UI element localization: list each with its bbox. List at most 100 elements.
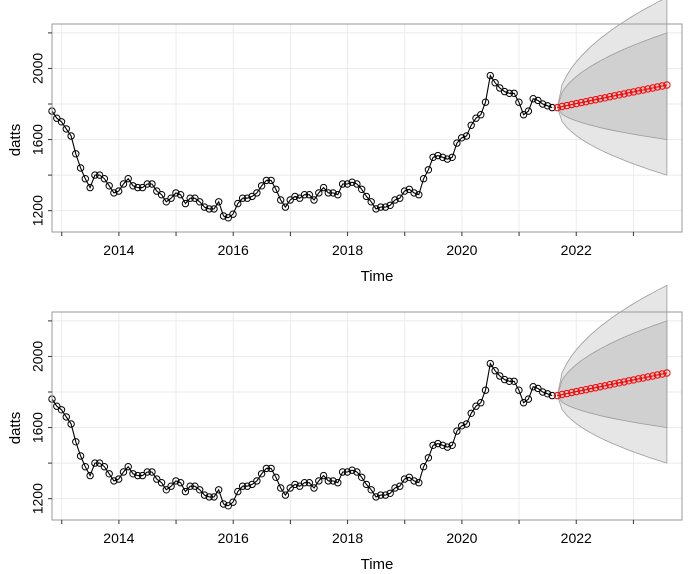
- observed-point: [381, 203, 390, 211]
- observed-point: [439, 441, 447, 449]
- observed-point: [219, 212, 228, 220]
- observed-point: [72, 150, 80, 158]
- observed-point: [510, 377, 518, 385]
- observed-point: [338, 180, 347, 188]
- observed-point: [215, 486, 223, 494]
- forecast-point: [591, 96, 600, 104]
- forecast-point: [587, 384, 595, 393]
- observed-point: [262, 464, 271, 473]
- observed-point: [515, 386, 523, 394]
- forecast-point: [658, 370, 666, 378]
- observed-point: [129, 470, 137, 478]
- forecast-point: [625, 89, 633, 97]
- observed-point: [472, 402, 480, 410]
- observed-point: [119, 468, 128, 476]
- observed-point: [115, 187, 123, 195]
- observed-point: [81, 175, 90, 183]
- observed-point: [424, 166, 433, 174]
- observed-point: [138, 183, 147, 192]
- observed-point: [224, 214, 233, 222]
- y-axis-title: datts: [7, 412, 24, 445]
- observed-point: [124, 463, 132, 471]
- y-tick-label: 1200: [30, 195, 46, 226]
- observed-point: [257, 470, 266, 478]
- forecast-point: [610, 380, 619, 388]
- observed-point: [358, 473, 366, 481]
- observed-point: [324, 477, 332, 485]
- observed-point: [310, 196, 318, 204]
- forecast-point: [644, 85, 652, 93]
- forecast-point: [625, 377, 633, 385]
- observed-point: [257, 182, 266, 190]
- forecast-point: [634, 87, 643, 95]
- observed-point: [400, 475, 409, 483]
- observed-point: [429, 441, 437, 449]
- observed-point: [119, 180, 128, 188]
- observed-point: [548, 103, 556, 112]
- observed-point: [134, 183, 142, 192]
- observed-point: [248, 192, 256, 201]
- y-axis: 1200 1600 2000 datts: [7, 320, 52, 514]
- observed-point: [500, 87, 509, 96]
- observed-point: [100, 463, 109, 471]
- observed-point: [124, 175, 132, 183]
- y-axis: 1200 1600 2000 datts: [7, 32, 52, 226]
- forecast-point: [558, 102, 566, 111]
- forecast-point: [629, 376, 638, 384]
- observed-point: [367, 198, 375, 206]
- observed-point: [305, 479, 313, 487]
- observed-point: [338, 468, 347, 476]
- observed-point: [500, 375, 509, 384]
- x-tick-label: 2018: [332, 242, 363, 258]
- observed-point: [343, 468, 352, 476]
- observed-point: [439, 153, 447, 162]
- observed-point: [186, 482, 194, 490]
- observed-point: [324, 189, 332, 197]
- grid: [52, 24, 682, 232]
- observed-point: [377, 203, 385, 211]
- observed-point: [91, 171, 99, 179]
- observed-point: [300, 191, 309, 199]
- observed-point: [234, 487, 242, 496]
- observed-point: [100, 175, 109, 183]
- observed-point: [472, 114, 480, 122]
- observed-point: [72, 438, 80, 446]
- forecast-point: [658, 82, 666, 90]
- observed-point: [115, 475, 123, 483]
- forecast-point: [582, 386, 590, 394]
- observed-point: [129, 182, 137, 190]
- x-tick-label: 2016: [218, 530, 249, 546]
- observed-point: [329, 189, 337, 197]
- x-tick-label: 2020: [446, 530, 477, 546]
- observed-point: [210, 205, 218, 213]
- observed-point: [429, 153, 437, 162]
- observed-point: [105, 470, 113, 478]
- observed-point: [272, 185, 280, 194]
- observed-point: [329, 477, 337, 485]
- observed-point: [81, 463, 90, 471]
- observed-point: [362, 480, 371, 489]
- observed-point: [162, 486, 171, 494]
- observed-point: [243, 194, 252, 202]
- observed-point: [172, 477, 180, 485]
- observed-point: [448, 441, 456, 449]
- forecast-point: [610, 92, 619, 100]
- x-tick-label: 2016: [218, 242, 249, 258]
- forecast-point: [615, 91, 623, 99]
- observed-point: [448, 153, 456, 162]
- observed-point: [534, 96, 542, 105]
- y-tick-label: 1200: [30, 483, 46, 514]
- forecast-point: [653, 83, 662, 91]
- observed-series: [48, 359, 556, 510]
- observed-point: [543, 102, 552, 110]
- observed-point: [267, 176, 275, 185]
- forecast-point: [577, 98, 585, 107]
- observed-point: [539, 388, 547, 396]
- observed-point: [291, 192, 299, 201]
- observed-point: [358, 185, 366, 194]
- observed-point: [143, 180, 152, 188]
- observed-point: [348, 178, 356, 186]
- observed-point: [434, 439, 442, 448]
- observed-point: [191, 482, 199, 490]
- observed-point: [477, 399, 485, 407]
